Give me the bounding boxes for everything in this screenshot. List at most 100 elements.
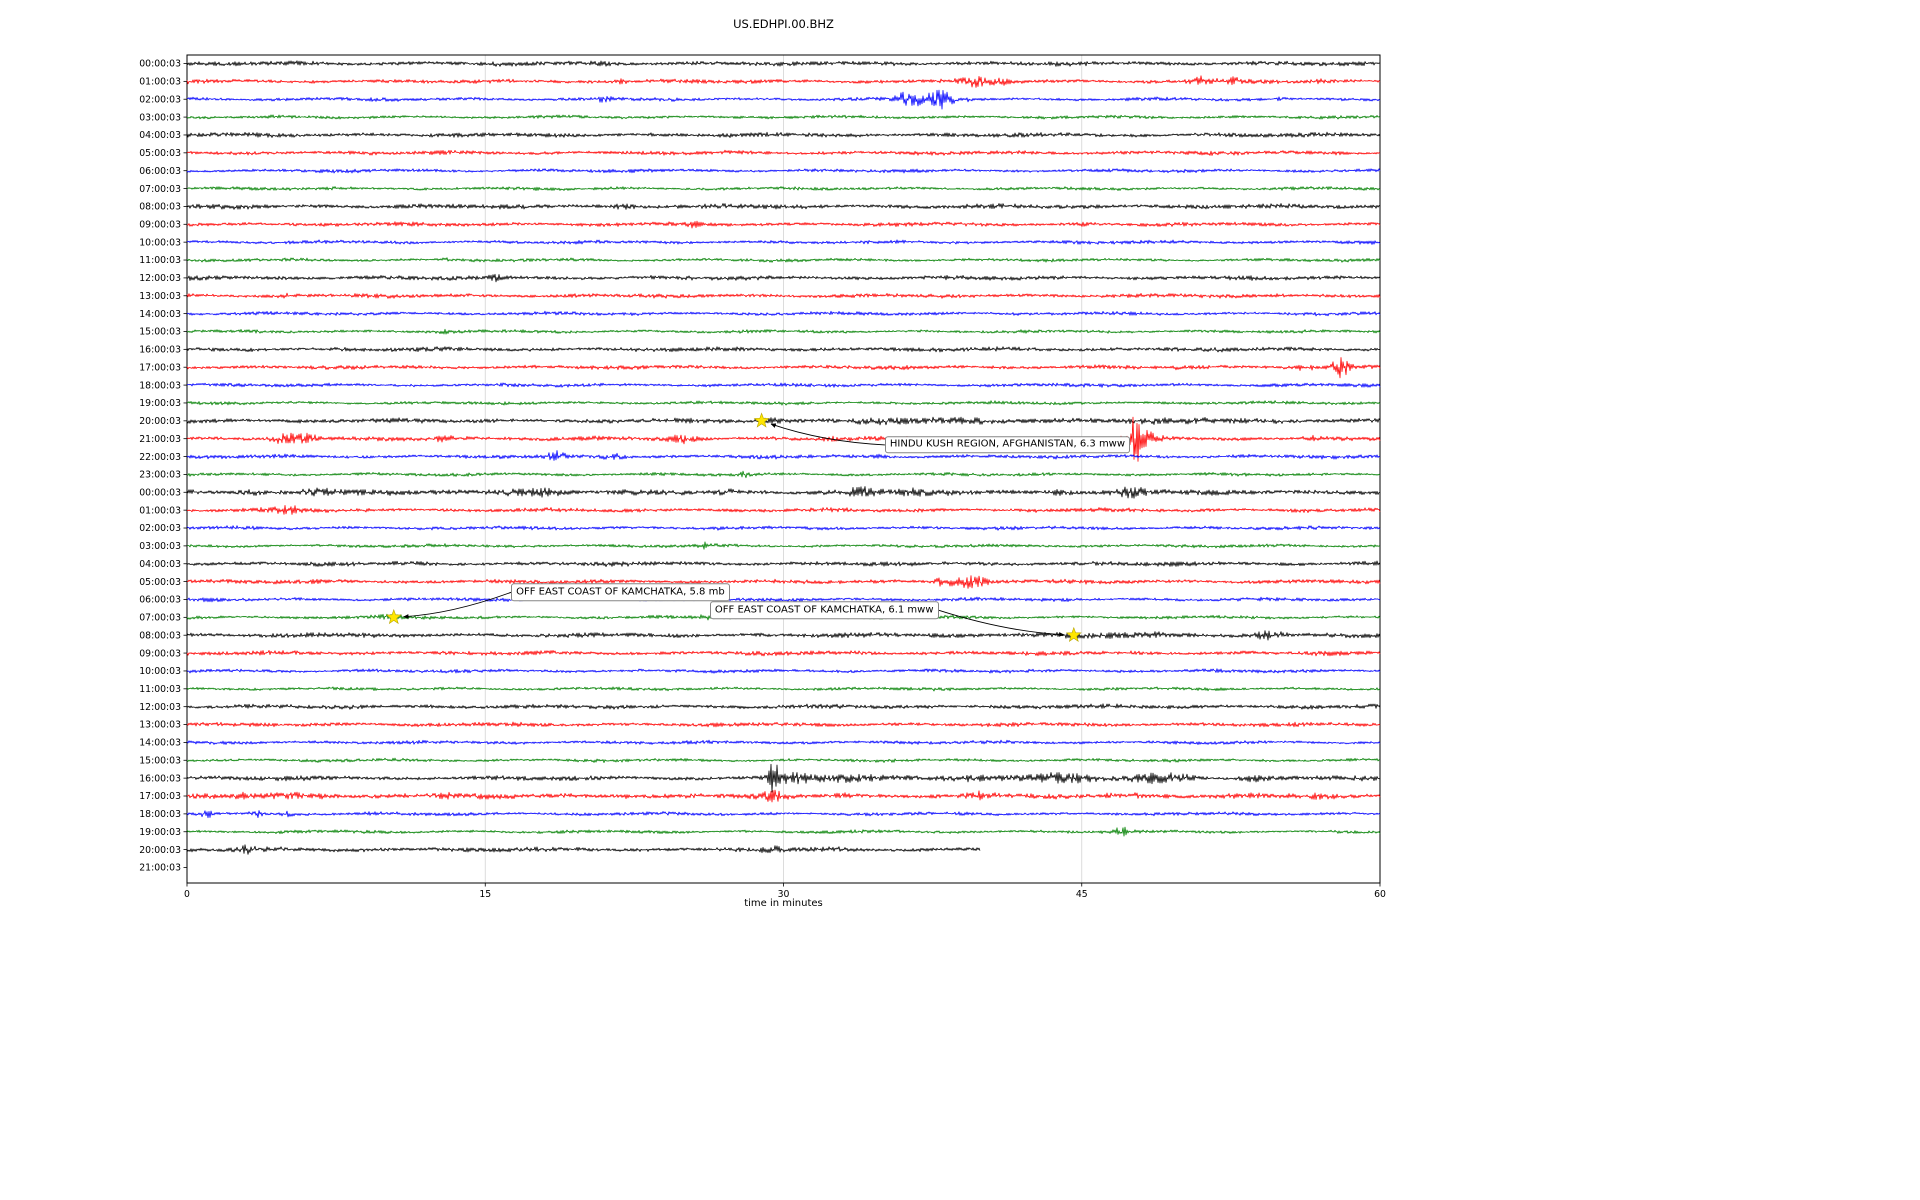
trace-row-24 [186, 486, 1381, 499]
trace-row-29 [186, 575, 1381, 589]
y-tick-label-9: 09:00:03 [139, 219, 181, 230]
trace-row-16 [186, 346, 1381, 353]
y-tick-label-32: 08:00:03 [139, 630, 181, 641]
y-tick-label-27: 03:00:03 [139, 541, 181, 552]
trace-row-5 [186, 149, 1381, 156]
trace-row-22 [186, 450, 1381, 461]
trace-row-17 [186, 357, 1381, 379]
trace-row-40 [186, 763, 1381, 793]
y-tick-label-15: 15:00:03 [139, 327, 181, 338]
y-tick-label-39: 15:00:03 [139, 755, 181, 766]
annotation-callout-hindu-kush-63mww: HINDU KUSH REGION, AFGHANISTAN, 6.3 mww [884, 436, 1131, 454]
trace-row-10 [186, 239, 1381, 245]
x-tick-label: 45 [1076, 889, 1088, 900]
y-tick-label-26: 02:00:03 [139, 523, 181, 534]
trace-row-41 [186, 789, 1381, 803]
trace-row-20 [186, 416, 1381, 426]
y-tick-label-41: 17:00:03 [139, 791, 181, 802]
y-tick-label-24: 00:00:03 [139, 487, 181, 498]
trace-row-11 [186, 257, 1381, 263]
event-star-marker-2 [1065, 626, 1082, 643]
y-tick-label-10: 10:00:03 [139, 237, 181, 248]
trace-row-25 [186, 504, 1381, 515]
annotation-arrow-2 [938, 609, 1065, 637]
y-tick-label-43: 19:00:03 [139, 827, 181, 838]
event-star-marker-0 [753, 412, 770, 428]
trace-row-3 [186, 114, 1381, 120]
trace-row-35 [186, 686, 1381, 692]
trace-row-6 [186, 168, 1381, 174]
trace-row-27 [186, 541, 1381, 550]
trace-row-9 [186, 220, 1381, 229]
trace-row-13 [186, 292, 1381, 299]
y-tick-label-33: 09:00:03 [139, 648, 181, 659]
y-tick-label-7: 07:00:03 [139, 184, 181, 195]
trace-row-34 [186, 668, 1381, 674]
y-tick-label-23: 23:00:03 [139, 470, 181, 481]
annotation-arrow-1 [403, 591, 512, 619]
trace-row-23 [186, 470, 1381, 479]
x-tick-label: 15 [479, 889, 491, 900]
y-tick-label-22: 22:00:03 [139, 452, 181, 463]
y-tick-label-44: 20:00:03 [139, 845, 181, 856]
trace-row-21 [186, 416, 1381, 462]
trace-row-7 [186, 186, 1381, 192]
y-tick-label-12: 12:00:03 [139, 273, 181, 284]
x-tick-label: 30 [778, 889, 790, 900]
trace-row-12 [187, 273, 1381, 283]
trace-row-43 [186, 826, 1381, 837]
y-tick-label-34: 10:00:03 [139, 666, 181, 677]
trace-row-8 [186, 203, 1381, 210]
trace-row-36 [186, 703, 1381, 710]
y-tick-label-42: 18:00:03 [139, 809, 181, 820]
event-star-marker-1 [385, 608, 402, 625]
y-tick-label-20: 20:00:03 [139, 416, 181, 427]
y-tick-label-38: 14:00:03 [139, 738, 181, 749]
y-tick-label-31: 07:00:03 [139, 613, 181, 624]
x-axis-label: time in minutes [744, 898, 823, 909]
trace-row-2 [186, 89, 1381, 110]
trace-row-37 [186, 721, 1381, 728]
station-title: US.EDHPI.00.BHZ [733, 17, 834, 31]
trace-row-4 [186, 131, 1381, 139]
trace-row-28 [186, 560, 1381, 567]
y-tick-label-6: 06:00:03 [139, 166, 181, 177]
y-tick-label-5: 05:00:03 [139, 148, 181, 159]
y-tick-label-13: 13:00:03 [139, 291, 181, 302]
trace-row-14 [186, 310, 1381, 317]
trace-row-1 [186, 75, 1381, 88]
y-tick-label-4: 04:00:03 [139, 130, 181, 141]
y-tick-label-0: 00:00:03 [139, 59, 181, 70]
y-tick-label-11: 11:00:03 [139, 255, 181, 266]
y-tick-label-28: 04:00:03 [139, 559, 181, 570]
y-tick-label-17: 17:00:03 [139, 362, 181, 373]
trace-row-39 [186, 757, 1381, 763]
y-tick-label-18: 18:00:03 [139, 380, 181, 391]
annotation-arrow-0 [770, 423, 885, 446]
y-tick-label-36: 12:00:03 [139, 702, 181, 713]
trace-row-30 [187, 596, 1381, 603]
y-tick-label-3: 03:00:03 [139, 112, 181, 123]
annotation-callout-kamchatka-58mb: OFF EAST COAST OF KAMCHATKA, 5.8 mb [511, 583, 730, 602]
y-tick-label-25: 01:00:03 [139, 505, 181, 516]
x-tick-label: 60 [1374, 889, 1386, 900]
trace-row-38 [186, 739, 1381, 745]
trace-row-19 [186, 400, 1381, 406]
y-tick-label-19: 19:00:03 [139, 398, 181, 409]
trace-row-33 [186, 650, 1381, 657]
y-tick-label-30: 06:00:03 [139, 595, 181, 606]
annotation-callout-kamchatka-61mww: OFF EAST COAST OF KAMCHATKA, 6.1 mww [709, 601, 939, 619]
y-tick-label-16: 16:00:03 [139, 345, 181, 356]
x-tick-label: 0 [184, 889, 190, 900]
trace-row-26 [186, 525, 1381, 531]
trace-row-15 [186, 328, 1381, 335]
y-tick-label-40: 16:00:03 [139, 773, 181, 784]
y-tick-label-14: 14:00:03 [139, 309, 181, 320]
y-tick-label-1: 01:00:03 [139, 77, 181, 88]
trace-row-32 [186, 630, 1381, 641]
trace-row-0 [186, 60, 1381, 67]
y-tick-label-45: 21:00:03 [139, 863, 181, 874]
trace-row-42 [186, 810, 1381, 819]
y-tick-label-2: 02:00:03 [139, 94, 181, 105]
